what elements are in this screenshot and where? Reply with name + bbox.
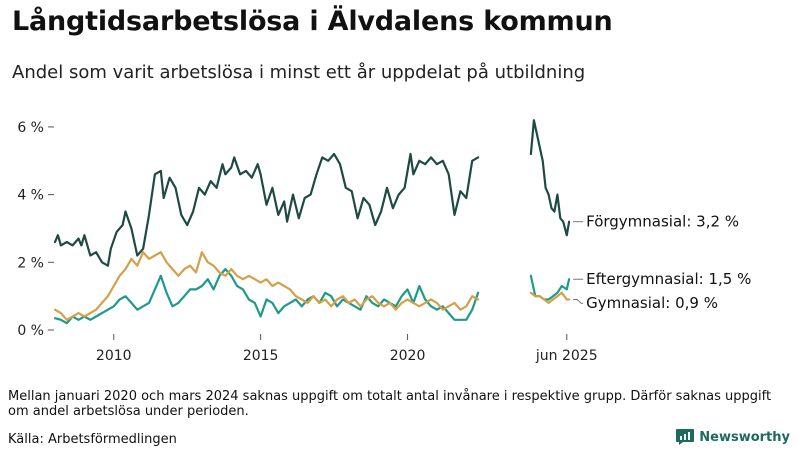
chart-note: Mellan januari 2020 och mars 2024 saknas…	[8, 389, 772, 419]
y-tick-label: 2 %	[17, 255, 44, 271]
source-credit: Källa: Arbetsförmedlingen	[8, 432, 177, 447]
label-leader-line	[573, 299, 584, 304]
series-end-label: Gymnasial: 0,9 %	[586, 294, 718, 312]
x-tick-label: 2010	[96, 348, 132, 364]
series-line-gymnasial	[53, 251, 480, 321]
newsworthy-logo-icon	[676, 429, 695, 445]
x-tick-label: jun 2025	[535, 348, 598, 364]
series-line-förgymnasial	[53, 152, 480, 267]
y-tick-label: 0 %	[17, 323, 44, 339]
y-tick-label: 6 %	[17, 120, 44, 136]
x-tick-label: 2020	[390, 348, 426, 364]
series-end-label: Eftergymnasial: 1,5 %	[586, 270, 751, 288]
brand-logo[interactable]: Newsworthy	[675, 428, 790, 446]
chart-subtitle: Andel som varit arbetslösa i minst ett å…	[12, 62, 586, 83]
chart-title: Långtidsarbetslösa i Älvdalens kommun	[12, 6, 613, 37]
series-line-eftergymnasial	[53, 268, 480, 325]
x-tick-label: 2015	[243, 348, 279, 364]
brand-name: Newsworthy	[699, 429, 790, 445]
line-chart: 0 % 2 % 4 % 6 % 2010 2015 2020 jun 2025 Förgymna…	[17, 119, 751, 364]
y-tick-label: 4 %	[17, 188, 44, 204]
series-line-förgymnasial	[529, 119, 571, 237]
series-end-label: Förgymnasial: 3,2 %	[586, 213, 739, 231]
series-line-gymnasial	[529, 291, 571, 304]
